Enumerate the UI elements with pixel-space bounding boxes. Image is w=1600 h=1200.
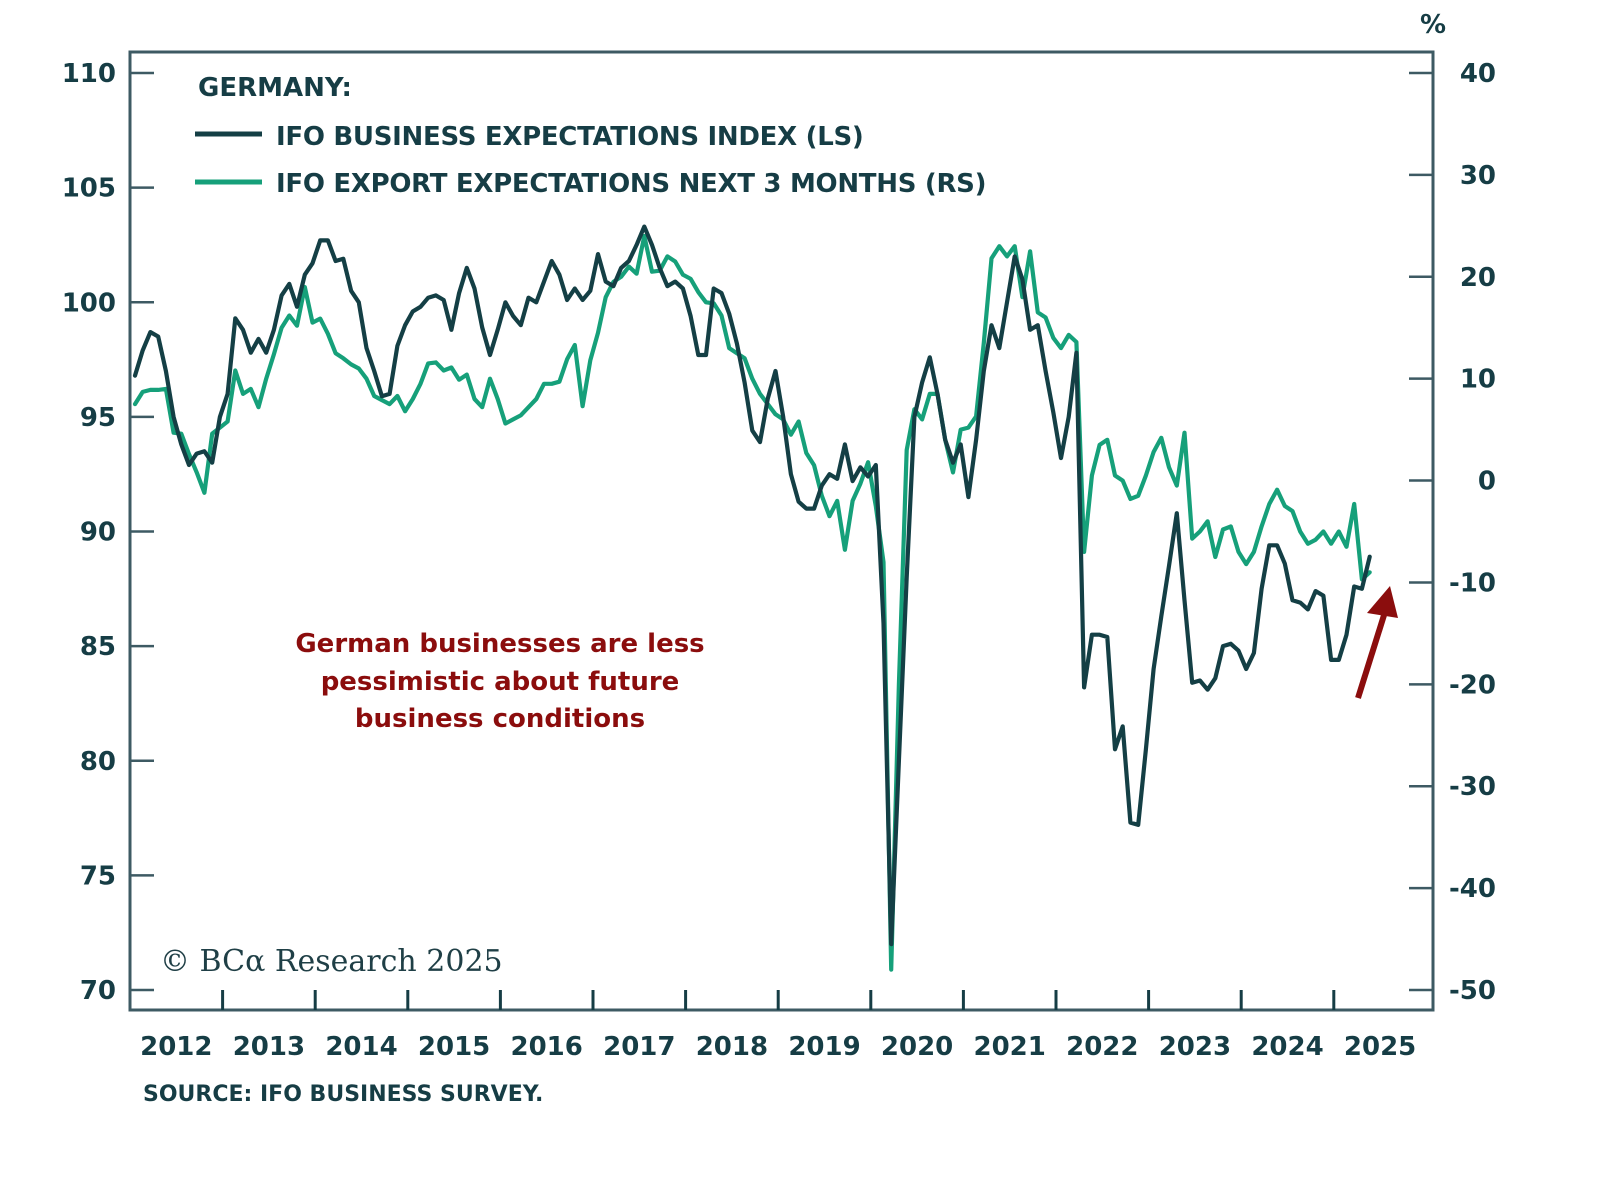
annotation: German businesses are less pessimistic a… [295, 629, 704, 734]
x-tick-label: 2021 [974, 1032, 1046, 1062]
right-tick-label: -10 [1449, 568, 1496, 598]
left-tick-label: 110 [62, 59, 116, 89]
right-axis-unit: % [1420, 10, 1446, 40]
x-tick-label: 2024 [1251, 1032, 1323, 1062]
left-tick-label: 75 [80, 861, 116, 891]
right-tick-label: -30 [1449, 772, 1496, 802]
copyright: © BCα Research 2025 [160, 944, 503, 979]
x-tick-label: 2013 [233, 1032, 305, 1062]
x-tick-label: 2015 [418, 1032, 490, 1062]
x-tick-label: 2019 [788, 1032, 860, 1062]
x-tick-label: 2014 [325, 1032, 397, 1062]
annotation-line-3: business conditions [355, 704, 645, 734]
annotation-line-2: pessimistic about future [321, 667, 680, 697]
right-tick-label: -20 [1449, 670, 1496, 700]
right-tick-label: 0 [1478, 467, 1496, 497]
right-tick-label: 10 [1460, 365, 1496, 395]
left-tick-label: 80 [80, 747, 116, 777]
right-tick-label: 20 [1460, 263, 1496, 293]
legend-title: GERMANY: [198, 73, 352, 103]
right-tick-label: 30 [1460, 161, 1496, 191]
left-tick-label: 70 [80, 976, 116, 1006]
left-tick-label: 105 [62, 174, 116, 204]
series-line-business-expectations [132, 224, 1372, 947]
source-note: SOURCE: IFO BUSINESS SURVEY. [143, 1082, 543, 1107]
x-tick-label: 2025 [1344, 1032, 1416, 1062]
left-tick-label: 95 [80, 403, 116, 433]
x-axis: 2012 2013 2014 2015 2016 2017 2018 2019 2020 2021… [140, 990, 1416, 1062]
legend: GERMANY: IFO BUSINESS EXPECTATIONS INDEX… [195, 73, 986, 199]
legend-label-business: IFO BUSINESS EXPECTATIONS INDEX (LS) [276, 122, 863, 152]
right-tick-label: -40 [1449, 874, 1496, 904]
right-tick-label: -50 [1449, 976, 1496, 1006]
legend-label-export: IFO EXPORT EXPECTATIONS NEXT 3 MONTHS (R… [276, 169, 986, 199]
series-layer [132, 224, 1372, 972]
x-tick-label: 2012 [140, 1032, 212, 1062]
x-tick-label: 2017 [603, 1032, 675, 1062]
left-tick-label: 85 [80, 632, 116, 662]
left-tick-label: 90 [80, 518, 116, 548]
x-tick-label: 2023 [1159, 1032, 1231, 1062]
x-tick-label: 2018 [696, 1032, 768, 1062]
left-tick-label: 100 [62, 288, 116, 318]
x-tick-label: 2020 [881, 1032, 953, 1062]
x-tick-label: 2022 [1066, 1032, 1138, 1062]
annotation-line-1: German businesses are less [295, 629, 704, 659]
series-line-export-expectations [132, 233, 1372, 972]
right-tick-label: 40 [1460, 59, 1496, 89]
left-axis: 110 105 100 95 90 85 80 75 70 [62, 59, 154, 1006]
x-tick-label: 2016 [511, 1032, 583, 1062]
right-axis: 40 30 20 10 0 -10 -20 -30 -40 -50 [1409, 59, 1496, 1006]
arrow-up-icon [1355, 586, 1398, 699]
